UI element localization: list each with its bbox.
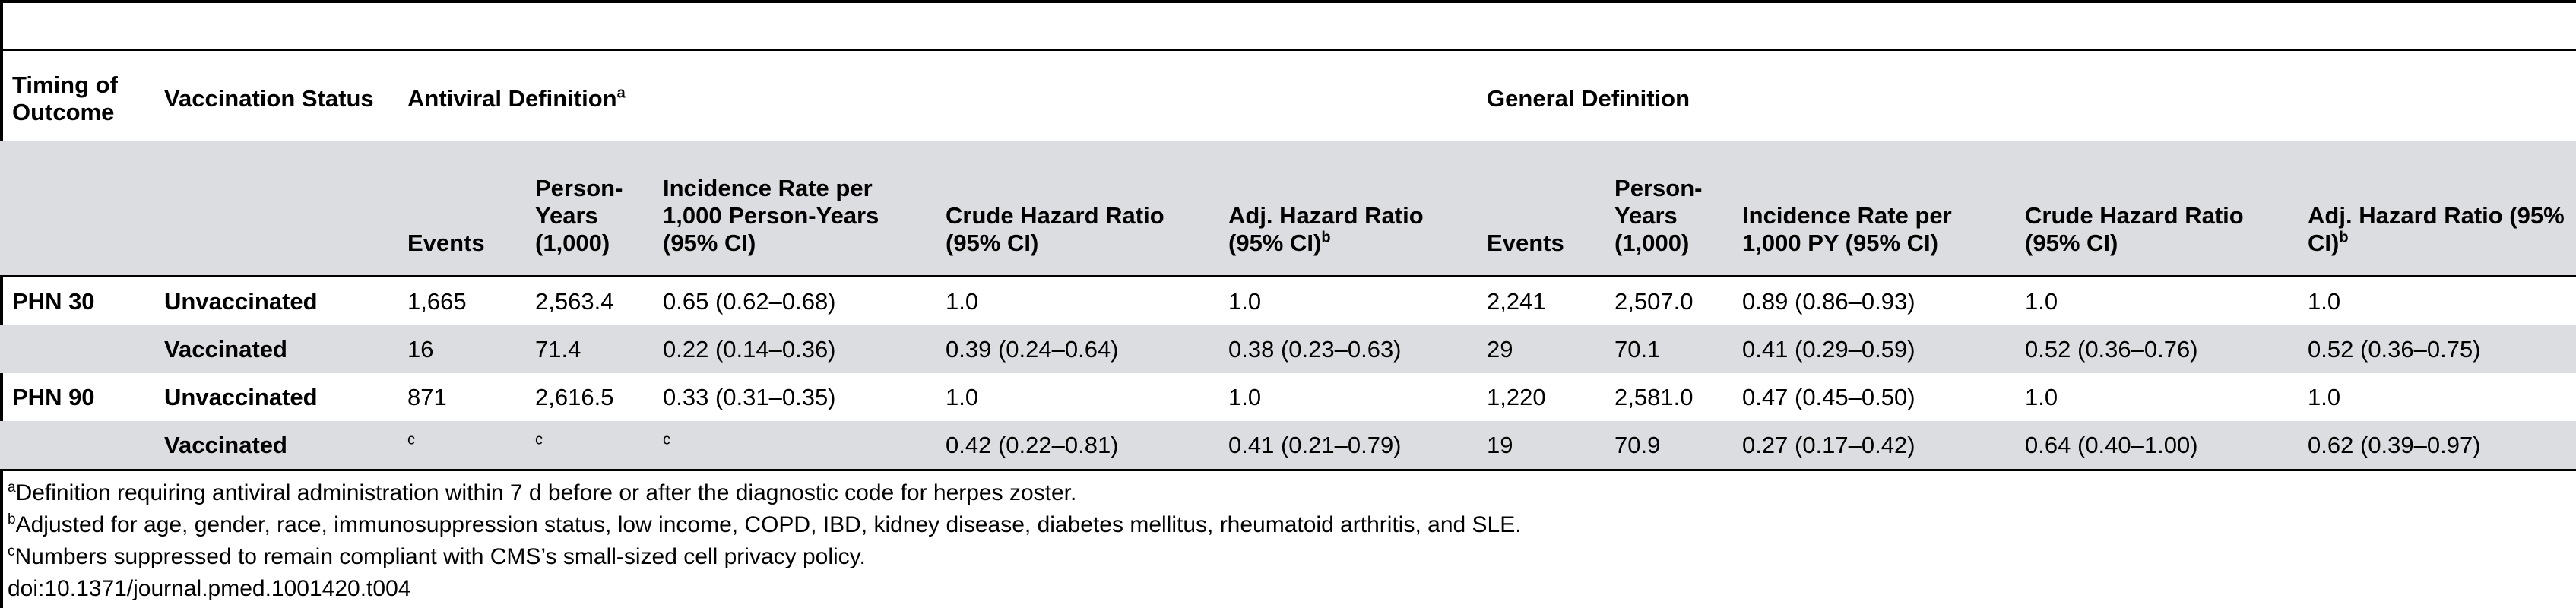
value-cell: 0.41 (0.21–0.79) bbox=[1216, 421, 1475, 470]
footnote-b: bAdjusted for age, gender, race, immunos… bbox=[8, 511, 1522, 537]
column-header-row: Events Person-Years (1,000) Incidence Ra… bbox=[0, 141, 2576, 277]
antiviral-group-label: Antiviral Definition bbox=[407, 85, 617, 112]
timing-cell: PHN 90 bbox=[12, 383, 95, 410]
value-cell: 1,665 bbox=[407, 287, 467, 315]
col-header: Adj. Hazard Ratio (95% CI)b bbox=[1216, 141, 1475, 277]
value-cell: 0.52 (0.36–0.76) bbox=[2013, 325, 2296, 373]
value-cell: 0.47 (0.45–0.50) bbox=[1742, 383, 1915, 410]
timing-cell: PHN 30 bbox=[12, 287, 95, 315]
footnote-c: cNumbers suppressed to remain compliant … bbox=[8, 543, 866, 569]
suppressed-mark: c bbox=[663, 431, 670, 448]
col-header: Events bbox=[395, 141, 523, 277]
value-cell: 0.62 (0.39–0.97) bbox=[2296, 421, 2576, 470]
status-cell: Vaccinated bbox=[152, 421, 395, 470]
value-cell: 0.27 (0.17–0.42) bbox=[1730, 421, 2014, 470]
col-header: Events bbox=[1475, 141, 1603, 277]
value-cell: 0.38 (0.23–0.63) bbox=[1216, 325, 1475, 373]
col-header: Adj. Hazard Ratio (95% CI)b bbox=[2296, 141, 2576, 277]
col-header: Incidence Rate per 1,000 Person-Years (9… bbox=[651, 141, 933, 277]
value-cell: 19 bbox=[1475, 421, 1603, 470]
value-cell: 2,507.0 bbox=[1614, 287, 1694, 315]
value-cell: 2,616.5 bbox=[535, 383, 614, 410]
value-cell: 70.9 bbox=[1602, 421, 1731, 470]
value-cell: 1.0 bbox=[2308, 383, 2341, 410]
col-header: Crude Hazard Ratio (95% CI) bbox=[2013, 141, 2296, 277]
value-cell: 0.64 (0.40–1.00) bbox=[2013, 421, 2296, 470]
value-cell: 0.52 (0.36–0.75) bbox=[2296, 325, 2576, 373]
table-row: Vaccinated 16 71.4 0.22 (0.14–0.36) 0.39 (0.… bbox=[0, 325, 2576, 373]
value-cell: 2,241 bbox=[1487, 287, 1546, 315]
timing-header: Timing of Outcome bbox=[12, 71, 118, 125]
col-header: Incidence Rate per 1,000 PY (95% CI) bbox=[1730, 141, 2014, 277]
value-cell: 29 bbox=[1475, 325, 1603, 373]
timing-cell bbox=[0, 325, 152, 373]
value-cell: 71.4 bbox=[523, 325, 651, 373]
value-cell: 0.65 (0.62–0.68) bbox=[663, 287, 836, 315]
table-top-rule bbox=[0, 49, 2576, 51]
general-group-header: General Definition bbox=[1487, 85, 1690, 112]
col-header: Person-Years (1,000) bbox=[523, 141, 651, 277]
value-cell: 0.22 (0.14–0.36) bbox=[651, 325, 933, 373]
value-cell: 1.0 bbox=[2025, 383, 2058, 410]
doi-link[interactable]: doi:10.1371/journal.pmed.1001420.t004 bbox=[8, 576, 411, 601]
value-cell: c bbox=[523, 421, 651, 470]
value-cell: 0.33 (0.31–0.35) bbox=[663, 383, 836, 410]
value-cell: 0.39 (0.24–0.64) bbox=[933, 325, 1216, 373]
results-table: Timing of Outcome Vaccination Status Ant… bbox=[0, 52, 2576, 471]
footnote-mark: b bbox=[1321, 229, 1331, 246]
table-row: PHN 90 Unvaccinated 871 2,616.5 0.33 (0.31–0… bbox=[0, 373, 2576, 421]
table-row: PHN 30 Unvaccinated 1,665 2,563.4 0.65 (0.62… bbox=[0, 277, 2576, 326]
value-cell: 1.0 bbox=[1228, 383, 1262, 410]
value-cell: 1.0 bbox=[946, 287, 979, 315]
value-cell: 2,563.4 bbox=[535, 287, 614, 315]
status-cell: Vaccinated bbox=[152, 325, 395, 373]
suppressed-mark: c bbox=[407, 431, 415, 448]
value-cell: 871 bbox=[407, 383, 447, 410]
antiviral-group-header: Antiviral Definitiona bbox=[395, 52, 1475, 141]
value-cell: 1.0 bbox=[946, 383, 979, 410]
table-row: Vaccinated c c c 0.42 (0.22–0.81) 0.41 (0.21–… bbox=[0, 421, 2576, 470]
value-cell: 1.0 bbox=[2025, 287, 2058, 315]
blank-header bbox=[152, 141, 395, 277]
value-cell: 1.0 bbox=[1228, 287, 1262, 315]
value-cell: 0.89 (0.86–0.93) bbox=[1742, 287, 1915, 315]
col-header: Person-Years (1,000) bbox=[1602, 141, 1731, 277]
footnote-a: aDefinition requiring antiviral administ… bbox=[8, 480, 1077, 505]
col-header: Crude Hazard Ratio (95% CI) bbox=[933, 141, 1216, 277]
footnote-mark: a bbox=[616, 84, 626, 102]
value-cell: c bbox=[651, 421, 933, 470]
value-cell: 16 bbox=[395, 325, 523, 373]
vaccination-header: Vaccination Status bbox=[164, 85, 374, 112]
footnote-mark: b bbox=[2339, 229, 2349, 246]
value-cell: 1.0 bbox=[2308, 287, 2341, 315]
value-cell: 70.1 bbox=[1602, 325, 1731, 373]
suppressed-mark: c bbox=[535, 431, 543, 448]
value-cell: 0.41 (0.29–0.59) bbox=[1730, 325, 2014, 373]
status-cell: Unvaccinated bbox=[164, 383, 318, 410]
value-cell: c bbox=[395, 421, 523, 470]
group-header-row: Timing of Outcome Vaccination Status Ant… bbox=[0, 52, 2576, 141]
value-cell: 0.42 (0.22–0.81) bbox=[933, 421, 1216, 470]
value-cell: 2,581.0 bbox=[1614, 383, 1694, 410]
status-cell: Unvaccinated bbox=[164, 287, 318, 315]
timing-cell bbox=[0, 421, 152, 470]
table-footnotes: aDefinition requiring antiviral administ… bbox=[8, 477, 1522, 605]
blank-header bbox=[0, 141, 152, 277]
value-cell: 1,220 bbox=[1487, 383, 1546, 410]
